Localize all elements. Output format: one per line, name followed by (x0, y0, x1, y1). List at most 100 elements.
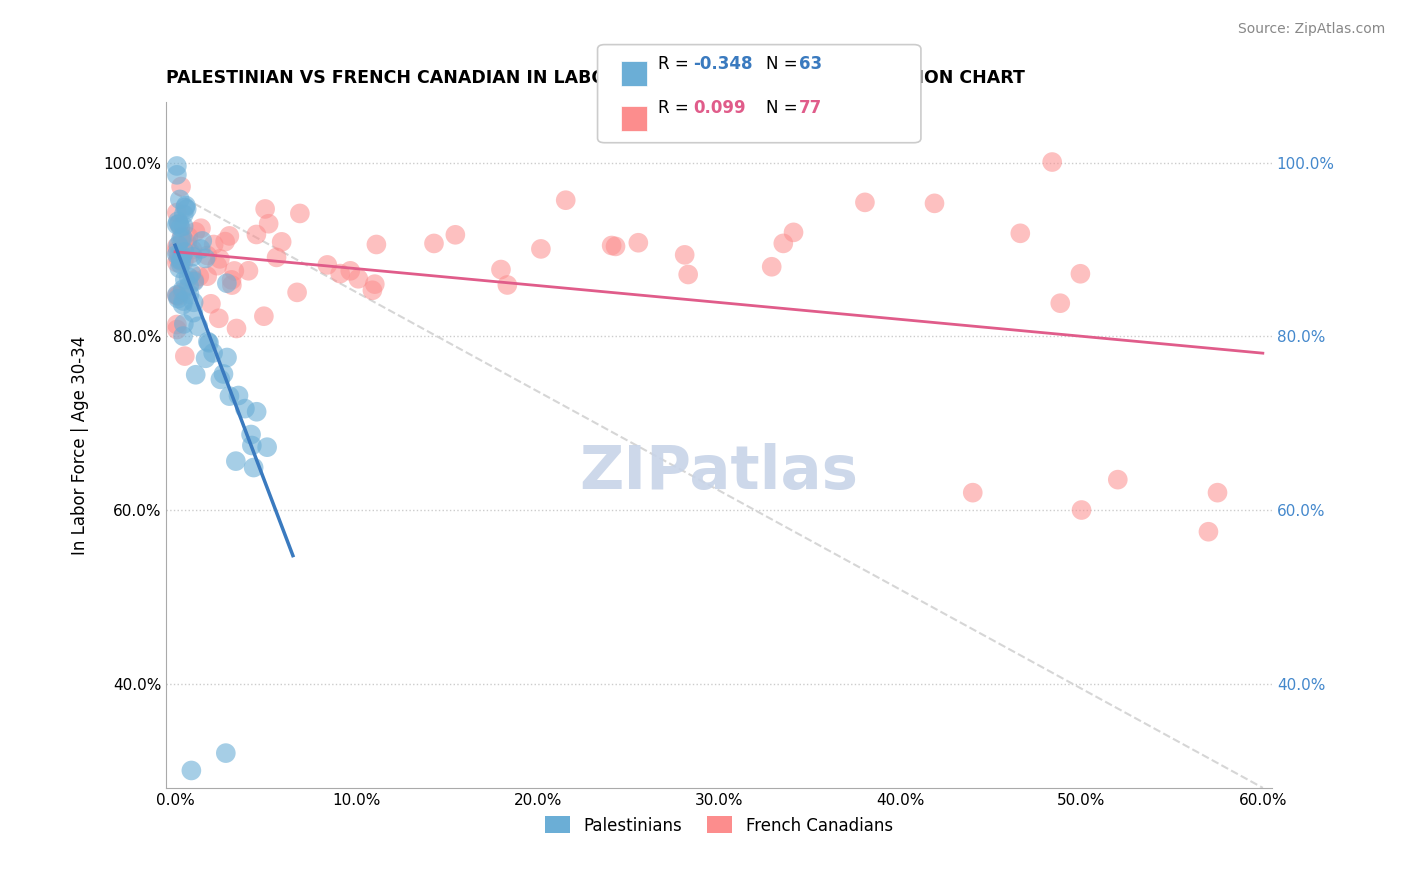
Point (173, 219, 195, 234)
Point (173, 349, 195, 363)
Point (191, 234, 214, 248)
Point (288, 206, 311, 220)
Point (627, 235, 650, 250)
Point (240, 438, 263, 452)
Point (167, 217, 190, 231)
Point (202, 346, 225, 360)
Legend: Palestinians, French Canadians: Palestinians, French Canadians (538, 810, 900, 841)
Point (1069, 267, 1091, 281)
Point (173, 244, 195, 259)
Point (170, 229, 193, 244)
Point (180, 764, 202, 778)
Point (169, 193, 191, 207)
Point (316, 258, 339, 272)
Point (329, 267, 352, 281)
Point (242, 460, 264, 475)
Y-axis label: In Labor Force | Age 30-34: In Labor Force | Age 30-34 (72, 335, 89, 555)
Point (172, 285, 194, 300)
Point (208, 311, 231, 326)
Point (166, 168, 188, 182)
Point (179, 287, 201, 301)
Point (177, 278, 200, 293)
Point (187, 319, 209, 334)
Point (194, 252, 217, 266)
Point (444, 227, 467, 242)
Point (172, 283, 194, 297)
Point (166, 218, 188, 232)
Point (676, 268, 699, 282)
Point (270, 235, 292, 249)
Text: 63: 63 (799, 54, 821, 72)
Point (173, 317, 195, 331)
Point (253, 309, 276, 323)
Text: Source: ZipAtlas.com: Source: ZipAtlas.com (1237, 22, 1385, 37)
Point (530, 242, 553, 256)
Point (170, 254, 193, 268)
Point (1197, 524, 1219, 539)
Point (167, 217, 190, 231)
Point (172, 294, 194, 309)
Point (172, 231, 194, 245)
Point (166, 239, 188, 253)
Point (166, 322, 188, 336)
Point (190, 242, 212, 256)
Point (167, 289, 190, 303)
Point (170, 232, 193, 246)
Point (245, 227, 267, 242)
Point (167, 214, 190, 228)
Point (195, 269, 218, 284)
Text: R =: R = (658, 54, 695, 72)
Point (166, 244, 188, 258)
Point (1206, 485, 1229, 500)
Point (339, 264, 361, 278)
Point (214, 235, 236, 249)
Point (172, 249, 194, 263)
Point (183, 275, 205, 289)
Point (173, 272, 195, 286)
Point (257, 217, 280, 231)
Point (1040, 155, 1063, 169)
Text: -0.348: -0.348 (693, 54, 752, 72)
Point (924, 196, 946, 211)
Point (215, 746, 238, 760)
Point (197, 334, 219, 349)
Point (188, 269, 211, 284)
Point (174, 198, 197, 212)
Point (181, 250, 204, 264)
Point (225, 454, 247, 468)
Point (233, 401, 256, 416)
Point (202, 237, 225, 252)
Point (166, 205, 188, 219)
Point (200, 297, 222, 311)
Point (167, 292, 190, 306)
Point (238, 264, 260, 278)
Point (853, 195, 876, 210)
Point (218, 228, 240, 243)
Point (166, 288, 188, 302)
Point (176, 202, 198, 216)
Point (190, 221, 212, 235)
Point (256, 440, 278, 454)
Point (166, 159, 188, 173)
Point (184, 225, 207, 239)
Point (169, 261, 191, 276)
Point (782, 226, 804, 240)
Point (228, 388, 250, 402)
Point (181, 306, 204, 320)
Text: ZIPatlas: ZIPatlas (579, 442, 859, 502)
Point (366, 237, 388, 252)
Point (167, 238, 190, 252)
Point (225, 321, 247, 335)
Point (212, 367, 235, 381)
Point (221, 278, 243, 293)
Point (180, 246, 202, 260)
Point (166, 255, 188, 269)
Point (197, 248, 219, 262)
Point (170, 179, 193, 194)
Point (166, 288, 188, 302)
Point (173, 207, 195, 221)
Point (176, 235, 198, 250)
Point (246, 405, 269, 419)
Point (364, 277, 387, 292)
Point (489, 262, 512, 277)
